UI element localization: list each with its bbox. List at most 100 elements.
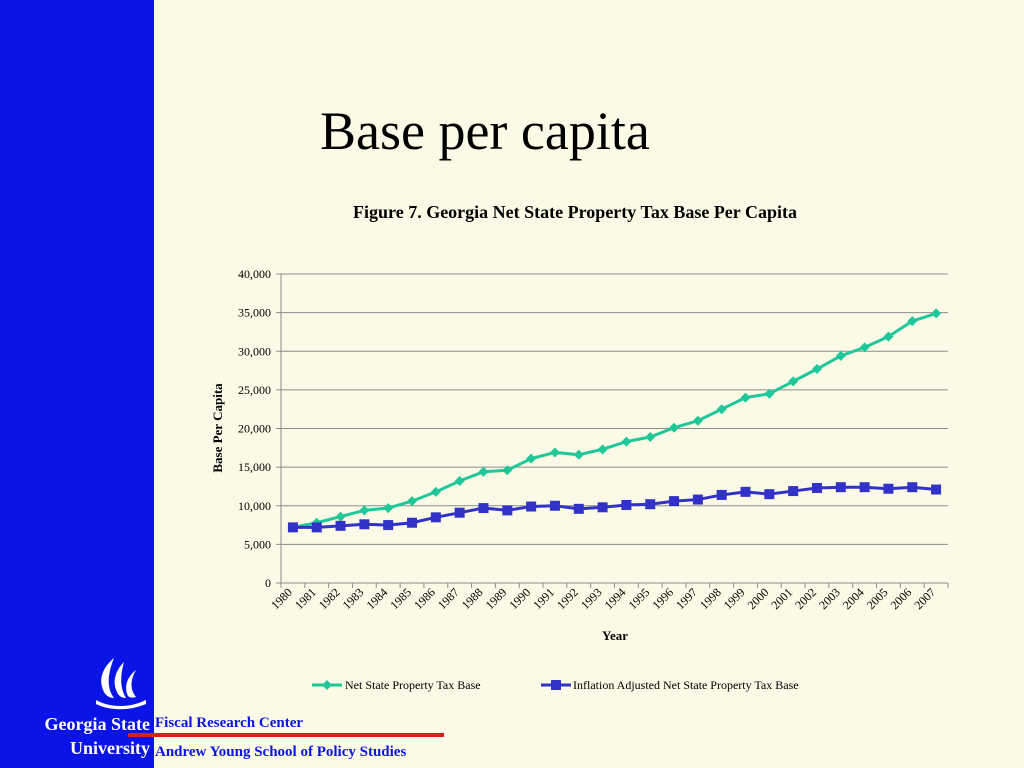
- data-point: [359, 505, 370, 516]
- data-point: [573, 449, 584, 460]
- data-point: [335, 511, 346, 522]
- y-tick-label: 25,000: [238, 383, 271, 397]
- legend-label: Inflation Adjusted Net State Property Ta…: [573, 678, 799, 692]
- data-point: [287, 522, 298, 533]
- data-point: [407, 517, 418, 528]
- data-point: [835, 350, 846, 361]
- data-point: [811, 364, 822, 375]
- data-point: [716, 489, 727, 500]
- x-tick-label: 1993: [578, 585, 605, 612]
- x-tick-label: 2004: [840, 585, 867, 612]
- university-name: Georgia State University: [0, 712, 152, 760]
- data-point: [454, 476, 465, 487]
- data-point: [859, 342, 870, 353]
- data-point: [502, 465, 513, 476]
- x-tick-label: 1991: [530, 585, 557, 612]
- data-point: [407, 496, 418, 507]
- data-point: [883, 483, 894, 494]
- footer-org-name: Fiscal Research Center: [155, 715, 304, 731]
- data-point: [883, 331, 894, 342]
- data-point: [597, 444, 608, 455]
- x-tick-label: 1998: [697, 585, 724, 612]
- data-point: [621, 436, 632, 447]
- data-point: [335, 520, 346, 531]
- data-point: [430, 486, 441, 497]
- footer-school-name: Andrew Young School of Policy Studies: [155, 744, 407, 760]
- y-tick-label: 40,000: [238, 267, 271, 281]
- data-point: [430, 512, 441, 523]
- data-point: [907, 482, 918, 493]
- x-tick-label: 2002: [792, 585, 819, 612]
- y-tick-label: 15,000: [238, 460, 271, 474]
- data-point: [478, 466, 489, 477]
- x-tick-label: 2006: [888, 585, 915, 612]
- legend-label: Net State Property Tax Base: [345, 678, 481, 692]
- x-tick-label: 1994: [602, 585, 629, 612]
- series-line: [292, 485, 937, 529]
- data-point: [931, 484, 942, 495]
- data-point: [788, 376, 799, 387]
- x-tick-label: 1990: [506, 585, 533, 612]
- y-tick-label: 35,000: [238, 306, 271, 320]
- legend-marker: [551, 680, 561, 690]
- data-point: [931, 308, 942, 319]
- x-tick-label: 2005: [864, 585, 891, 612]
- x-tick-label: 1995: [625, 585, 652, 612]
- data-point: [835, 482, 846, 493]
- data-point: [383, 520, 394, 531]
- x-tick-label: 2007: [911, 585, 938, 612]
- data-point: [311, 522, 322, 533]
- data-point: [907, 316, 918, 327]
- data-point: [740, 486, 751, 497]
- x-tick-label: 1981: [292, 585, 319, 612]
- x-tick-label: 1983: [340, 585, 367, 612]
- data-point: [645, 431, 656, 442]
- x-tick-label: 2003: [816, 585, 843, 612]
- flame-logo-icon: [96, 658, 146, 710]
- x-tick-label: 1982: [316, 585, 343, 612]
- x-tick-label: 1985: [387, 585, 414, 612]
- chart-title: Figure 7. Georgia Net State Property Tax…: [353, 202, 797, 222]
- slide-title: Base per capita: [320, 101, 650, 161]
- x-tick-label: 1992: [554, 585, 581, 612]
- legend-marker: [322, 680, 332, 690]
- y-tick-label: 30,000: [238, 344, 271, 358]
- data-point: [573, 503, 584, 514]
- university-line1: Georgia State: [44, 714, 150, 734]
- data-point: [478, 503, 489, 514]
- data-point: [502, 505, 513, 516]
- y-tick-label: 20,000: [238, 422, 271, 436]
- x-tick-label: 1986: [411, 585, 438, 612]
- x-tick-label: 1980: [268, 585, 295, 612]
- data-point: [454, 507, 465, 518]
- data-point: [669, 422, 680, 433]
- x-tick-label: 1988: [459, 585, 486, 612]
- x-tick-label: 1984: [363, 585, 390, 612]
- sidebar: Georgia State University: [0, 0, 154, 768]
- data-point: [669, 496, 680, 507]
- data-point: [811, 482, 822, 493]
- data-point: [597, 502, 608, 513]
- data-point: [621, 499, 632, 510]
- university-line2: University: [70, 738, 150, 758]
- y-axis-title: Base Per Capita: [210, 383, 225, 473]
- data-point: [549, 500, 560, 511]
- data-point: [716, 404, 727, 415]
- x-tick-label: 1997: [673, 585, 700, 612]
- x-tick-label: 1989: [483, 585, 510, 612]
- data-point: [788, 486, 799, 497]
- x-tick-label: 2001: [768, 585, 795, 612]
- x-tick-label: 1996: [649, 585, 676, 612]
- y-tick-label: 0: [265, 576, 271, 590]
- data-point: [383, 503, 394, 514]
- data-point: [764, 489, 775, 500]
- x-axis-title: Year: [602, 628, 628, 643]
- data-point: [859, 482, 870, 493]
- data-point: [549, 447, 560, 458]
- y-tick-label: 10,000: [238, 499, 271, 513]
- data-point: [526, 453, 537, 464]
- footer-rule: [128, 733, 444, 737]
- series-line: [292, 311, 937, 529]
- data-point: [740, 392, 751, 403]
- data-point: [692, 415, 703, 426]
